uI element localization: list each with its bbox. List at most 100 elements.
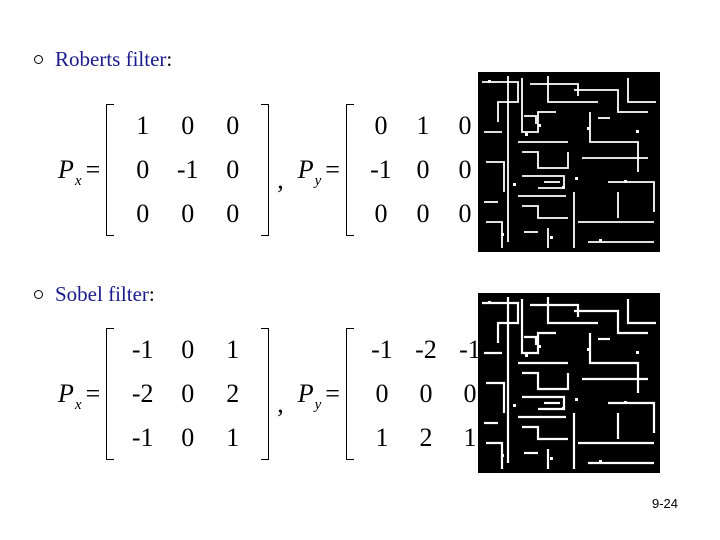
edge-line xyxy=(547,76,598,103)
matrix-cell: 0 xyxy=(416,155,430,184)
matrix-cell: 2 xyxy=(419,423,433,452)
edge-dot xyxy=(538,345,541,348)
edge-dot xyxy=(538,124,541,127)
roberts-py-matrix: 0 1 0 -1 0 0 0 0 0 xyxy=(345,104,500,236)
matrix-cell: 0 xyxy=(226,155,240,184)
matrix-cell: 0 xyxy=(181,111,195,140)
edge-line xyxy=(522,175,565,189)
edge-dot xyxy=(599,460,602,463)
bullet-icon xyxy=(34,290,43,299)
edge-line xyxy=(486,221,503,248)
sobel-heading-text: Sobel filter xyxy=(55,282,149,306)
equals-sign: = xyxy=(85,155,101,184)
edge-line xyxy=(588,333,640,393)
edge-dot xyxy=(636,130,639,133)
matrix-cell: 0 xyxy=(419,379,433,408)
matrix-cell: 0 xyxy=(458,155,472,184)
edge-dot xyxy=(501,454,504,457)
equals-sign: = xyxy=(85,379,101,408)
matrix-cell: 0 xyxy=(375,379,389,408)
matrix-cell: 1 xyxy=(226,423,240,452)
edge-line xyxy=(589,112,639,172)
sobel-px-matrix: -1 0 1 -2 0 2 -1 0 1 xyxy=(106,328,270,460)
edge-line xyxy=(522,425,568,441)
matrix-cell: -2 xyxy=(131,379,154,408)
matrix-cell: 0 xyxy=(374,199,388,228)
matrix-cell: -1 xyxy=(371,335,393,364)
matrix-cell: -1 xyxy=(459,335,481,364)
matrix-cell: -1 xyxy=(131,335,154,364)
matrix-cell: 0 xyxy=(136,199,150,228)
edge-line xyxy=(486,441,504,469)
edge-dot xyxy=(501,233,504,236)
edge-line xyxy=(574,89,648,113)
edge-dot xyxy=(525,133,528,136)
edge-line xyxy=(524,335,538,345)
edge-line xyxy=(546,297,598,325)
edge-dot xyxy=(636,351,639,354)
matrix-cell: 0 xyxy=(181,379,195,408)
matrix-cell: 0 xyxy=(458,199,472,228)
matrix-cell: 0 xyxy=(226,199,240,228)
edge-line xyxy=(626,299,656,325)
page-number: 9-24 xyxy=(651,496,678,511)
edge-line xyxy=(521,78,556,133)
edge-line xyxy=(608,401,656,433)
roberts-heading-text: Roberts filter xyxy=(55,47,167,71)
matrix-cell: -1 xyxy=(370,155,392,184)
edge-dot xyxy=(550,236,553,239)
edge-dot xyxy=(624,401,627,404)
matrix-cell: 0 xyxy=(181,335,195,364)
matrix-cell: -1 xyxy=(176,155,199,184)
edge-line xyxy=(522,151,569,169)
edge-dot xyxy=(562,407,565,410)
matrix-cell: 1 xyxy=(416,111,430,140)
edge-dot xyxy=(599,239,602,242)
edge-line xyxy=(486,161,505,192)
edge-dot xyxy=(624,180,627,183)
bullet-icon xyxy=(34,55,43,64)
edge-line xyxy=(524,115,537,124)
edge-dot xyxy=(513,404,516,407)
matrix-cell: 0 xyxy=(416,199,430,228)
matrix-cell: 0 xyxy=(226,111,240,140)
equals-sign: = xyxy=(325,155,340,184)
edge-line xyxy=(482,301,520,343)
edge-dot xyxy=(587,348,590,351)
edge-dot xyxy=(562,186,565,189)
matrix-cell: 1 xyxy=(375,423,389,452)
edge-line xyxy=(530,83,579,96)
edge-line xyxy=(522,205,568,219)
edge-line xyxy=(522,371,570,391)
matrix-cell: 1 xyxy=(136,111,150,140)
separator-comma: , xyxy=(277,165,284,194)
edge-line xyxy=(608,181,655,212)
matrix-cell: -2 xyxy=(415,335,437,364)
edge-line xyxy=(530,303,580,317)
edge-dot xyxy=(587,127,590,130)
edge-line xyxy=(520,299,556,355)
edge-line xyxy=(522,395,566,411)
roberts-edge-image xyxy=(478,72,660,252)
edge-dot xyxy=(550,457,553,460)
edge-dot xyxy=(525,354,528,357)
edge-dot xyxy=(488,301,491,304)
matrix-cell: 0 xyxy=(136,155,150,184)
matrix-cell: 1 xyxy=(463,423,477,452)
roberts-heading-colon: : xyxy=(166,47,173,71)
matrix-cell: 1 xyxy=(226,335,240,364)
edge-line xyxy=(482,81,519,122)
matrix-cell: 0 xyxy=(181,199,195,228)
edge-line xyxy=(627,78,656,103)
matrix-cell: 2 xyxy=(226,379,240,408)
roberts-heading: Roberts filter: xyxy=(34,47,172,72)
matrix-cell: 0 xyxy=(181,423,195,452)
matrix-cell: 0 xyxy=(463,379,477,408)
edge-dot xyxy=(575,398,578,401)
